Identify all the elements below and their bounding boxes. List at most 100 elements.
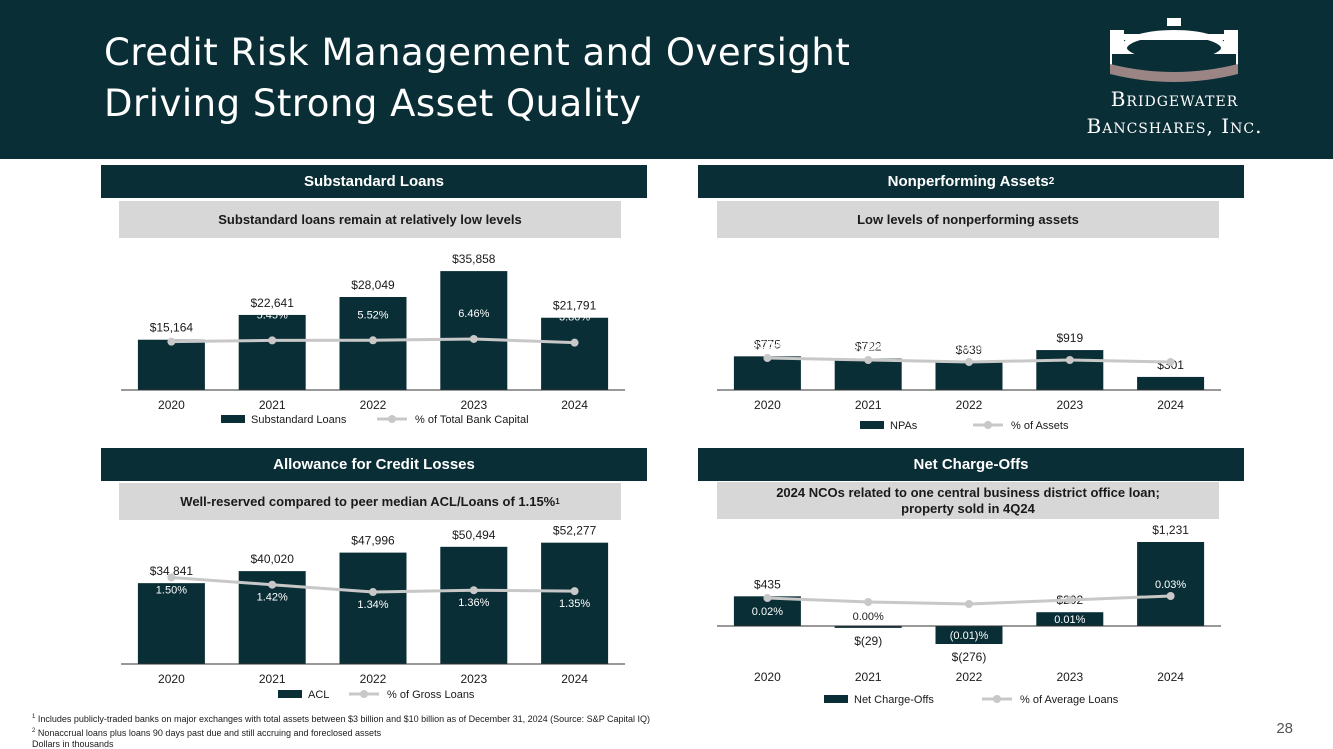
bar-substandard-2024 [541,317,609,390]
line-label-npa-2024: 0.01% [1155,343,1186,355]
tick-label-npa-2024: 2024 [1157,398,1184,412]
line-label-npa-2023: 0.02% [1054,341,1085,353]
bar-label-substandard-2023: $35,858 [452,252,496,266]
allowance-credit-losses-subheader-text: Well-reserved compared to peer median AC… [180,493,556,509]
line-point-substandard-2023 [469,334,478,343]
legend-swatch-dot-nco [993,695,1001,703]
line-label-npa-2022: 0.01% [953,343,984,355]
line-point-npa-2020 [763,354,772,362]
bar-acl-2020 [137,583,205,664]
legend-substandard: Substandard Loans % of Total Bank Capital [221,414,529,426]
allowance-credit-losses-header: Allowance for Credit Losses [101,448,647,481]
legend-swatch-dot-acl [360,690,368,698]
tick-label-nco-2020: 2020 [754,670,781,684]
bar-label-acl-2020: $34,841 [150,564,194,578]
bar-label-npa-2020: $775 [754,337,781,351]
allowance-credit-losses-subheader-sup: 1 [555,496,560,506]
line-label-substandard-2020: 4.54% [156,311,187,323]
tick-label-acl-2020: 2020 [158,672,185,686]
bar-label-acl-2024: $52,277 [553,524,597,538]
nonperforming-assets-header: Nonperforming Assets 2 [698,165,1244,198]
substandard-loans-header-text: Substandard Loans [303,173,445,190]
substandard-loans-subheader: Substandard loans remain at relatively l… [119,201,621,238]
tick-label-acl-2021: 2021 [259,672,286,686]
legend-label-bar-npa: NPAs [890,420,918,432]
line-point-substandard-2020 [167,337,176,346]
page-number: 28 [1276,720,1293,737]
line-point-npa-2024 [1166,358,1175,366]
line-point-nco-2021 [864,598,873,606]
line-label-substandard-2022: 5.52% [357,309,388,321]
line-point-nco-2022 [965,600,973,608]
tick-label-acl-2022: 2022 [360,672,387,686]
logo-text-line-2: Bancshares, Inc. [1086,114,1263,138]
legend-swatch-bar-nco [824,695,848,703]
line-point-acl-2024 [570,587,579,596]
tick-label-nco-2023: 2023 [1056,670,1083,684]
bar-nco-2021 [834,626,902,628]
legend-nco: Net Charge-Offs % of Average Loans [824,694,1119,706]
logo-text-line-1: Bridgewater [1110,87,1239,111]
net-charge-offs-chart: $435$(29)$(276)$202$1,2310.02%0.00%(0.01… [717,523,1221,706]
bar-label-substandard-2022: $28,049 [351,278,395,292]
net-charge-offs-header: Net Charge-Offs [698,448,1244,481]
bar-acl-2022 [339,552,407,664]
bar-label-substandard-2020: $15,164 [150,321,194,335]
bar-nco-2024 [1137,542,1205,626]
substandard-loans-chart: $15,164 $22,641 $28,049 $35,858 $21,791 4.54%… [121,252,625,426]
bar-label-nco-2024: $1,231 [1152,523,1189,537]
bar-label-nco-2021: $(29) [854,634,882,648]
line-label-nco-2020: 0.02% [752,606,783,618]
line-point-acl-2021 [268,580,277,589]
bar-acl-2024 [541,542,609,664]
tick-label-npa-2020: 2020 [754,398,781,412]
page-title-line-2: Driving Strong Asset Quality [104,82,642,125]
line-point-nco-2024 [1166,592,1175,600]
footnote-1-text: Includes publicly-traded banks on major … [37,714,651,724]
line-label-acl-2020: 1.50% [156,584,187,596]
tick-label-npa-2021: 2021 [855,398,882,412]
legend-swatch-dot-substandard [388,415,396,423]
legend-label-line-substandard: % of Total Bank Capital [415,414,529,426]
line-point-substandard-2022 [369,336,377,345]
arch-logo-icon [1110,18,1238,82]
bar-label-substandard-2024: $21,791 [553,299,597,313]
legend-label-bar-nco: Net Charge-Offs [854,694,934,706]
bar-label-substandard-2021: $22,641 [251,296,295,310]
nonperforming-assets-header-sup: 2 [1048,176,1055,187]
bar-nco-2023 [1036,612,1104,626]
tick-label-substandard-2021: 2021 [259,398,286,412]
line-point-acl-2020 [167,573,176,582]
line-label-acl-2021: 1.42% [257,592,288,604]
tick-label-acl-2024: 2024 [561,672,588,686]
line-label-nco-2024: 0.03% [1155,579,1186,591]
tick-label-npa-2023: 2023 [1056,398,1083,412]
net-charge-offs-header-text: Net Charge-Offs [913,456,1029,473]
net-charge-offs-subheader: 2024 NCOs related to one central busines… [717,482,1219,519]
tick-label-substandard-2023: 2023 [460,398,487,412]
substandard-loans-subheader-text: Substandard loans remain at relatively l… [218,211,522,227]
bar-npa-2024 [1137,376,1205,390]
footnote-1: 1 Includes publicly-traded banks on majo… [32,712,650,726]
line-label-substandard-2024: 3.80% [559,312,590,324]
footnote-2: 2 Nonaccrual loans plus loans 90 days pa… [32,726,650,740]
bar-substandard-2021 [238,314,306,390]
bar-nco-2022 [935,626,1003,644]
line-label-acl-2022: 1.34% [357,599,388,611]
legend-swatch-bar-substandard [221,415,245,423]
tick-label-substandard-2022: 2022 [360,398,387,412]
tick-label-substandard-2020: 2020 [158,398,185,412]
bar-label-nco-2022: $(276) [952,650,987,664]
legend-npa: NPAs % of Assets [860,420,1069,432]
legend-acl: ACL % of Gross Loans [278,689,475,701]
nonperforming-assets-subheader: Low levels of nonperforming assets [717,201,1219,238]
nonperforming-assets-chart: $775$722$639$919$3010.03%0.02%0.01%0.02%… [717,331,1221,432]
tick-label-nco-2021: 2021 [855,670,882,684]
tick-label-substandard-2024: 2024 [561,398,588,412]
bar-substandard-2020 [137,339,205,390]
line-point-npa-2023 [1065,356,1074,364]
line-label-nco-2021: 0.00% [853,611,884,623]
legend-swatch-bar-acl [278,690,302,698]
bar-label-acl-2021: $40,020 [251,552,295,566]
line-point-substandard-2021 [268,336,277,345]
